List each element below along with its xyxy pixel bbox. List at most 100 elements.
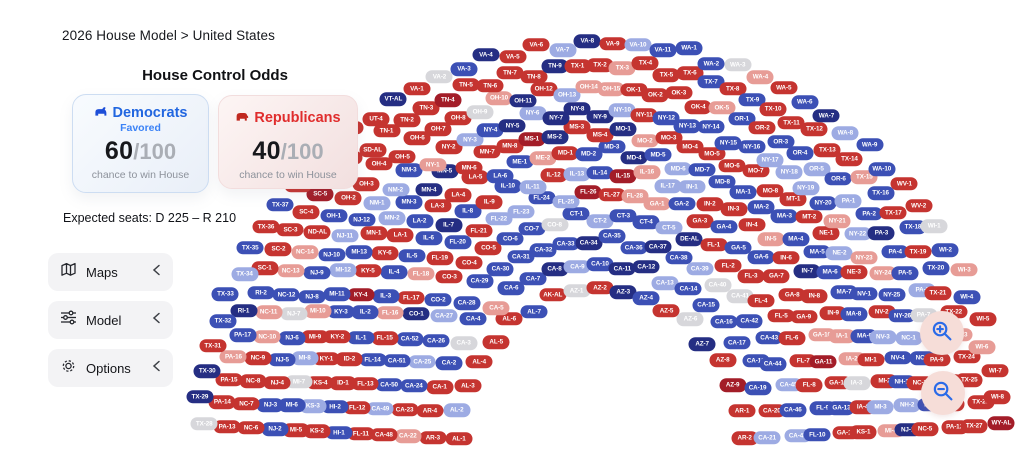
seat-CO-3[interactable]: CO-3 — [435, 269, 463, 284]
seat-GA-6[interactable]: GA-6 — [747, 250, 775, 265]
seat-VA-10[interactable]: VA-10 — [624, 37, 652, 52]
seat-NC-14[interactable]: NC-14 — [291, 245, 319, 259]
seat-NY-6[interactable]: NY-6 — [519, 106, 547, 121]
seat-CO-1[interactable]: CO-1 — [402, 307, 430, 321]
seat-NY-7[interactable]: NY-7 — [542, 111, 570, 125]
seat-MS-4[interactable]: MS-4 — [586, 128, 614, 143]
seat-FL-16[interactable]: FL-16 — [376, 306, 404, 320]
seat-TX-4[interactable]: TX-4 — [631, 56, 659, 70]
seat-WA-1[interactable]: WA-1 — [675, 41, 703, 56]
seat-FL-10[interactable]: FL-10 — [803, 428, 831, 442]
seat-CA-36[interactable]: CA-36 — [620, 241, 648, 255]
seat-WI-7[interactable]: WI-7 — [981, 364, 1009, 378]
seat-AZ-5[interactable]: AZ-5 — [652, 304, 680, 318]
seat-MN-6[interactable]: MN-6 — [455, 160, 483, 175]
seat-NC-7[interactable]: NC-7 — [232, 397, 260, 411]
seat-CA-28[interactable]: CA-28 — [453, 296, 481, 310]
breadcrumb[interactable]: 2026 House Model > United States — [62, 28, 275, 43]
seat-TX-36[interactable]: TX-36 — [252, 219, 280, 234]
seat-TN-3[interactable]: TN-3 — [412, 101, 440, 115]
seat-ME-1[interactable]: ME-1 — [506, 154, 534, 169]
seat-FL-4[interactable]: FL-4 — [747, 293, 775, 308]
seat-IL-12[interactable]: IL-12 — [540, 168, 568, 182]
seat-NV-4[interactable]: NV-4 — [884, 350, 912, 365]
seat-MD-4[interactable]: MD-4 — [620, 150, 648, 165]
seat-CA-32[interactable]: CA-32 — [529, 243, 557, 258]
seat-FL-19[interactable]: FL-19 — [426, 251, 454, 266]
seat-IL-16[interactable]: IL-16 — [633, 165, 661, 179]
seat-FL-26[interactable]: FL-26 — [574, 185, 602, 200]
seat-FL-2[interactable]: FL-2 — [714, 259, 742, 273]
seat-NC-5[interactable]: NC-5 — [911, 422, 939, 437]
seat-MS-3[interactable]: MS-3 — [563, 120, 591, 135]
seat-NJ-2[interactable]: NJ-2 — [261, 422, 289, 437]
seat-SC-3[interactable]: SC-3 — [276, 222, 304, 237]
seat-AL-1[interactable]: AL-1 — [445, 431, 473, 446]
seat-LA-4[interactable]: LA-4 — [444, 188, 472, 202]
seat-MN-2[interactable]: MN-2 — [378, 211, 406, 225]
seat-OH-1[interactable]: OH-1 — [320, 209, 348, 223]
seat-PA-13[interactable]: PA-13 — [213, 419, 241, 434]
seat-ND-AL[interactable]: ND-AL — [303, 225, 331, 240]
seat-CA-24[interactable]: CA-24 — [400, 378, 428, 393]
seat-MD-7[interactable]: MD-7 — [688, 163, 716, 177]
seat-WY-AL[interactable]: WY-AL — [987, 416, 1015, 431]
seat-NV-3[interactable]: NV-3 — [869, 330, 897, 345]
seat-IL-6[interactable]: IL-6 — [415, 231, 443, 246]
seat-VA-11[interactable]: VA-11 — [649, 43, 677, 58]
seat-NY-26[interactable]: NY-26 — [888, 308, 916, 323]
seat-RI-2[interactable]: RI-2 — [247, 285, 275, 300]
seat-MI-5[interactable]: MI-5 — [282, 423, 310, 437]
seat-WI-5[interactable]: WI-5 — [969, 312, 997, 327]
seat-TX-18[interactable]: TX-18 — [899, 220, 927, 234]
seat-KS-1[interactable]: KS-1 — [849, 425, 877, 440]
seat-TX-7[interactable]: TX-7 — [697, 75, 725, 89]
seat-MA-5[interactable]: MA-5 — [803, 244, 831, 259]
seat-CA-6[interactable]: CA-6 — [497, 281, 525, 295]
seat-CA-13[interactable]: CA-13 — [651, 276, 679, 291]
seat-CO-2[interactable]: CO-2 — [424, 292, 452, 307]
seat-OH-4[interactable]: OH-4 — [365, 156, 393, 171]
seat-FL-14[interactable]: FL-14 — [359, 353, 386, 367]
seat-MI-6[interactable]: MI-6 — [278, 398, 306, 413]
seat-IN-2[interactable]: IN-2 — [696, 197, 724, 212]
seat-FL-18[interactable]: FL-18 — [407, 267, 435, 281]
seat-AZ-4[interactable]: AZ-4 — [632, 291, 660, 305]
seat-AZ-7[interactable]: AZ-7 — [688, 337, 716, 351]
seat-CA-34[interactable]: CA-34 — [575, 236, 603, 250]
seat-CT-4[interactable]: CT-4 — [632, 215, 660, 229]
seat-MN-1[interactable]: MN-1 — [360, 226, 388, 241]
seat-AL-3[interactable]: AL-3 — [454, 378, 482, 393]
seat-NY-16[interactable]: NY-16 — [738, 139, 766, 154]
seat-ME-2[interactable]: ME-2 — [529, 151, 557, 165]
seat-NY-11[interactable]: NY-11 — [630, 108, 658, 122]
seat-AZ-9[interactable]: AZ-9 — [719, 378, 747, 393]
seat-MO-1[interactable]: MO-1 — [609, 122, 637, 136]
seat-NV-1[interactable]: NV-1 — [850, 287, 878, 301]
seat-CA-42[interactable]: CA-42 — [735, 314, 763, 328]
seat-MD-2[interactable]: MD-2 — [575, 147, 603, 161]
seat-FL-13[interactable]: FL-13 — [351, 377, 379, 391]
seat-CA-4[interactable]: CA-4 — [459, 312, 487, 326]
seat-AZ-3[interactable]: AZ-3 — [609, 285, 637, 300]
seat-SC-1[interactable]: SC-1 — [251, 261, 279, 276]
seat-MA-2[interactable]: MA-2 — [747, 200, 775, 215]
seat-KY-3[interactable]: KY-3 — [327, 304, 355, 319]
seat-HI-1[interactable]: HI-1 — [325, 425, 353, 440]
seat-CT-1[interactable]: CT-1 — [562, 207, 590, 221]
seat-IL-8[interactable]: IL-8 — [454, 204, 482, 219]
seat-GA-8[interactable]: GA-8 — [778, 288, 806, 302]
seat-AL-2[interactable]: AL-2 — [443, 403, 471, 418]
seat-MD-5[interactable]: MD-5 — [644, 147, 672, 162]
seat-TX-12[interactable]: TX-12 — [800, 122, 828, 136]
seat-CA-21[interactable]: CA-21 — [753, 430, 781, 445]
seat-CA-33[interactable]: CA-33 — [552, 236, 580, 251]
seat-CA-16[interactable]: CA-16 — [710, 315, 738, 329]
seat-PA-3[interactable]: PA-3 — [867, 226, 895, 241]
seat-FL-22[interactable]: FL-22 — [485, 211, 513, 226]
seat-MI-8[interactable]: MI-8 — [291, 351, 319, 366]
seat-MS-2[interactable]: MS-2 — [541, 130, 569, 144]
seat-NJ-8[interactable]: NJ-8 — [298, 290, 326, 304]
seat-NC-11[interactable]: NC-11 — [255, 305, 283, 319]
seat-OH-7[interactable]: OH-7 — [424, 122, 452, 136]
